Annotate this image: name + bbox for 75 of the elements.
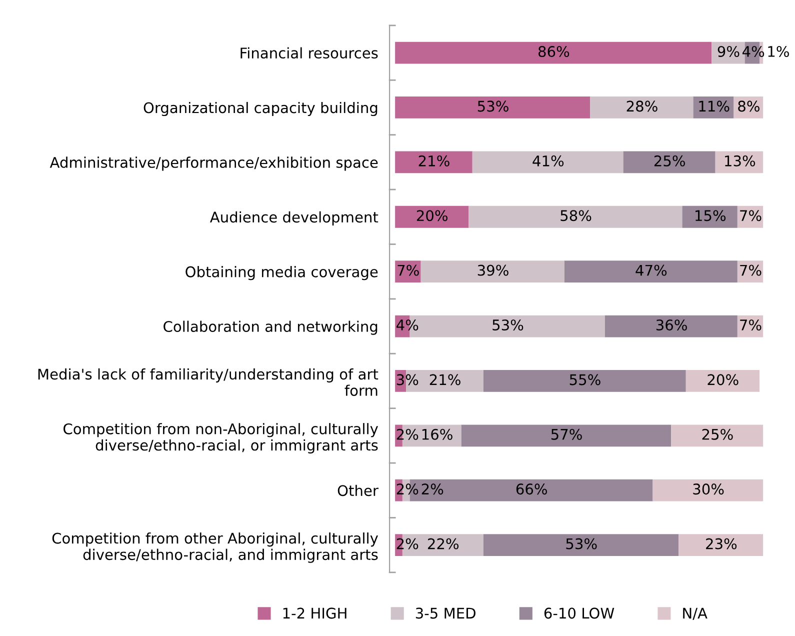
- data-label: 11%: [699, 100, 730, 112]
- data-label: 20%: [416, 210, 448, 222]
- bar: [420, 260, 564, 283]
- bar: [483, 370, 686, 392]
- legend-label: 6-10 LOW: [544, 608, 614, 619]
- data-label: 36%: [656, 319, 687, 330]
- bar: [682, 206, 738, 228]
- y-tick-label: Organizational capacity building: [144, 102, 378, 116]
- data-label: 57%: [551, 428, 582, 440]
- data-label: 66%: [516, 484, 547, 495]
- bar: [590, 96, 694, 118]
- data-label: 47%: [636, 264, 667, 276]
- data-label: 25%: [702, 428, 733, 440]
- data-label: 39%: [478, 264, 508, 276]
- data-label: 20%: [708, 374, 738, 386]
- legend-label: 1-2 HIGH: [283, 608, 346, 619]
- data-label: 21%: [430, 374, 460, 386]
- data-label: 7%: [740, 210, 762, 222]
- bar: [678, 534, 764, 556]
- data-label: 2%: [422, 484, 444, 495]
- y-tick-label: Financial resources: [240, 47, 378, 59]
- bar: [395, 260, 421, 283]
- bar: [652, 479, 764, 502]
- y-tick-label: Other: [338, 484, 378, 496]
- data-label: 30%: [693, 484, 724, 495]
- data-label: 7%: [740, 264, 762, 276]
- data-label: 58%: [560, 210, 592, 222]
- data-label: 13%: [725, 155, 756, 166]
- data-label: 3%: [396, 374, 418, 386]
- bar: [715, 151, 764, 174]
- bar: [693, 96, 734, 118]
- bar: [604, 315, 738, 338]
- data-label: 28%: [626, 100, 658, 112]
- bar: [395, 206, 469, 228]
- data-label: 53%: [492, 319, 524, 330]
- data-label: 25%: [654, 155, 685, 166]
- legend-label: 3-5 MED: [416, 608, 476, 619]
- data-label: 15%: [696, 210, 726, 222]
- data-label: 4%: [396, 319, 418, 330]
- legend-label: N/A: [683, 608, 708, 620]
- data-label: 2%: [396, 538, 418, 550]
- bar: [461, 424, 672, 447]
- bar: [564, 260, 738, 283]
- data-label: 7%: [740, 319, 762, 330]
- data-label: 2%: [396, 484, 418, 495]
- bar: [395, 151, 472, 174]
- data-label: 21%: [418, 155, 450, 166]
- data-label: 53%: [478, 100, 508, 112]
- bar: [671, 424, 764, 447]
- data-label: 9%: [718, 46, 740, 58]
- data-label: 53%: [566, 538, 597, 550]
- bar: [686, 370, 760, 392]
- data-label: 8%: [738, 100, 760, 112]
- y-tick-label: Administrative/performance/exhibition space: [50, 156, 378, 171]
- data-label: 22%: [428, 538, 459, 550]
- data-label: 86%: [538, 46, 570, 58]
- bar: [623, 151, 716, 174]
- data-label: 16%: [422, 428, 452, 440]
- y-tick-label: Media's lack of familiarity/understanding of art form: [38, 368, 378, 396]
- y-tick-label: Competition from non-Aboriginal, culturally diverse/ethno-racial, or immigrant arts: [64, 423, 378, 454]
- bar: [468, 206, 682, 228]
- y-tick-label: Collaboration and networking: [164, 320, 378, 335]
- y-tick-label: Obtaining media coverage: [186, 266, 378, 280]
- data-label: 41%: [532, 155, 564, 166]
- bar: [483, 534, 679, 556]
- y-tick-label: Audience development: [210, 211, 378, 226]
- data-label: 2%: [396, 428, 418, 440]
- bar: [472, 151, 624, 174]
- data-label: 55%: [570, 374, 600, 386]
- bar: [395, 96, 590, 118]
- data-label: 23%: [706, 538, 737, 550]
- bar: [395, 42, 712, 64]
- y-tick-label: Competition from other Aboriginal, culturally diverse/ethno-racial, and immigrant arts: [52, 532, 378, 563]
- data-label: 7%: [398, 264, 419, 276]
- data-label: 1%: [768, 46, 789, 58]
